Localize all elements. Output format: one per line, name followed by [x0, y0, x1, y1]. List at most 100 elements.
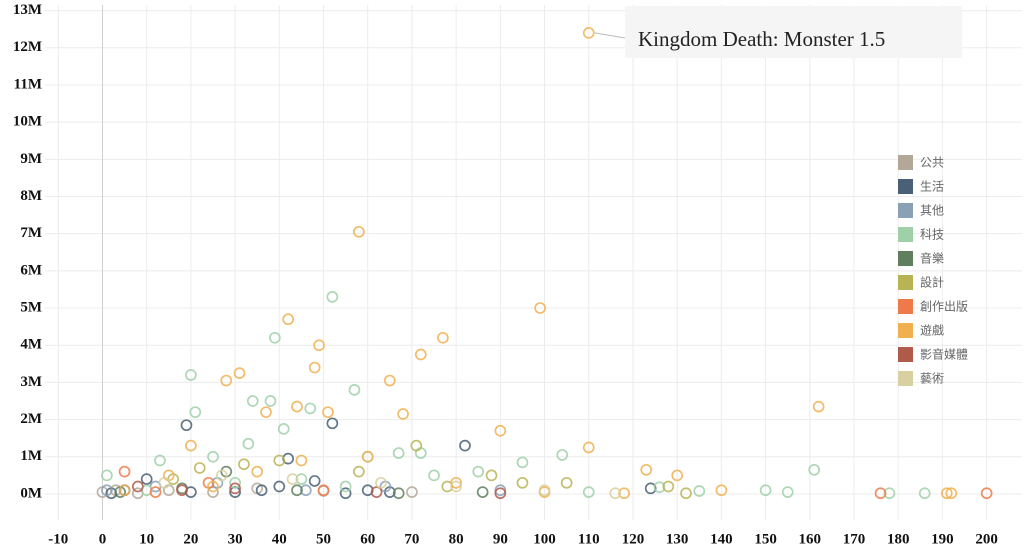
point: [185, 439, 197, 452]
point: [326, 417, 339, 430]
point: [295, 454, 308, 467]
point: [538, 484, 551, 497]
x-tick-label: 110: [578, 531, 600, 547]
y-tick-label: 10M: [13, 114, 42, 130]
point: [264, 395, 277, 407]
point: [450, 476, 462, 489]
x-tick-label: 200: [975, 531, 998, 547]
x-tick-label: -10: [48, 531, 68, 547]
point: [918, 487, 931, 500]
y-tick-label: 0M: [20, 485, 42, 501]
plot: 0M 1M 2M 3M 4M 5M 6M 7M 8M 9M 10M 11M 12M 13M -10 0 10 20…: [13, 2, 1022, 547]
point: [207, 480, 219, 493]
point: [255, 484, 268, 497]
point: [229, 476, 241, 489]
point: [313, 339, 325, 352]
point: [582, 486, 595, 498]
legend-label: 公共: [920, 156, 944, 170]
point: [149, 486, 162, 498]
point: [383, 374, 396, 387]
point: [808, 463, 821, 476]
x-tick-label: 80: [449, 531, 464, 547]
point: [472, 465, 485, 478]
point: [609, 487, 622, 500]
point: [185, 369, 197, 381]
x-tick-label: 100: [533, 531, 556, 547]
y-tick-label: 2M: [20, 411, 42, 427]
legend-swatch: [898, 347, 913, 362]
point: [282, 313, 294, 326]
point: [644, 482, 657, 495]
point: [397, 408, 409, 420]
point: [308, 475, 321, 487]
point: [207, 450, 219, 463]
annotation-box: [625, 6, 962, 58]
x-tick-label: 180: [887, 531, 910, 547]
point: [118, 484, 131, 497]
legend-label: 音樂: [920, 251, 944, 266]
point: [874, 487, 887, 500]
point: [414, 348, 427, 361]
y-tick-label: 12M: [13, 39, 42, 55]
point: [295, 473, 308, 485]
point: [269, 331, 281, 344]
y-tick-label: 11M: [14, 76, 42, 92]
legend-swatch: [898, 203, 913, 218]
annotation: Kingdom Death: Monster 1.5: [638, 27, 885, 51]
point: [233, 367, 246, 379]
point: [781, 486, 794, 498]
point: [671, 469, 684, 482]
point: [238, 458, 250, 471]
point: [375, 476, 387, 489]
x-tick-label: 30: [228, 531, 243, 547]
point: [459, 439, 471, 452]
point: [516, 456, 529, 469]
x-tick-label: 170: [843, 531, 866, 547]
y-tick-label: 4M: [20, 337, 42, 353]
x-tick-label: 160: [799, 531, 822, 547]
point: [207, 486, 219, 498]
point: [353, 465, 365, 478]
point: [560, 476, 573, 489]
point: [339, 487, 352, 500]
point: [193, 462, 206, 474]
point: [437, 331, 449, 344]
point: [693, 485, 706, 497]
legend-swatch: [898, 323, 913, 338]
point: [246, 395, 259, 407]
point: [273, 454, 286, 467]
point: [317, 484, 330, 497]
point: [131, 480, 144, 493]
point: [485, 469, 498, 482]
point: [450, 480, 462, 493]
point: [812, 400, 825, 413]
point: [220, 374, 233, 387]
x-tick-label: 20: [183, 531, 198, 547]
legend-label: 科技: [920, 228, 944, 242]
point: [662, 480, 675, 493]
point: [556, 449, 569, 461]
point: [980, 487, 993, 500]
legend-label: 影音媒體: [920, 347, 968, 362]
point: [370, 486, 383, 498]
point: [291, 484, 303, 497]
y-tick-label: 3M: [20, 374, 42, 390]
point: [494, 424, 507, 437]
point: [361, 450, 374, 463]
point: [154, 454, 166, 467]
point: [326, 291, 339, 303]
legend-label: 創作出版: [920, 300, 968, 314]
point: [101, 484, 113, 497]
point: [534, 302, 546, 314]
legend-swatch: [898, 275, 913, 290]
point: [516, 476, 529, 489]
point: [428, 469, 440, 482]
point: [176, 484, 188, 497]
y-tick-label: 1M: [20, 448, 42, 464]
point: [883, 487, 896, 500]
point: [653, 481, 666, 494]
point: [304, 402, 317, 415]
x-tick-label: 10: [139, 531, 154, 547]
point: [215, 469, 228, 482]
